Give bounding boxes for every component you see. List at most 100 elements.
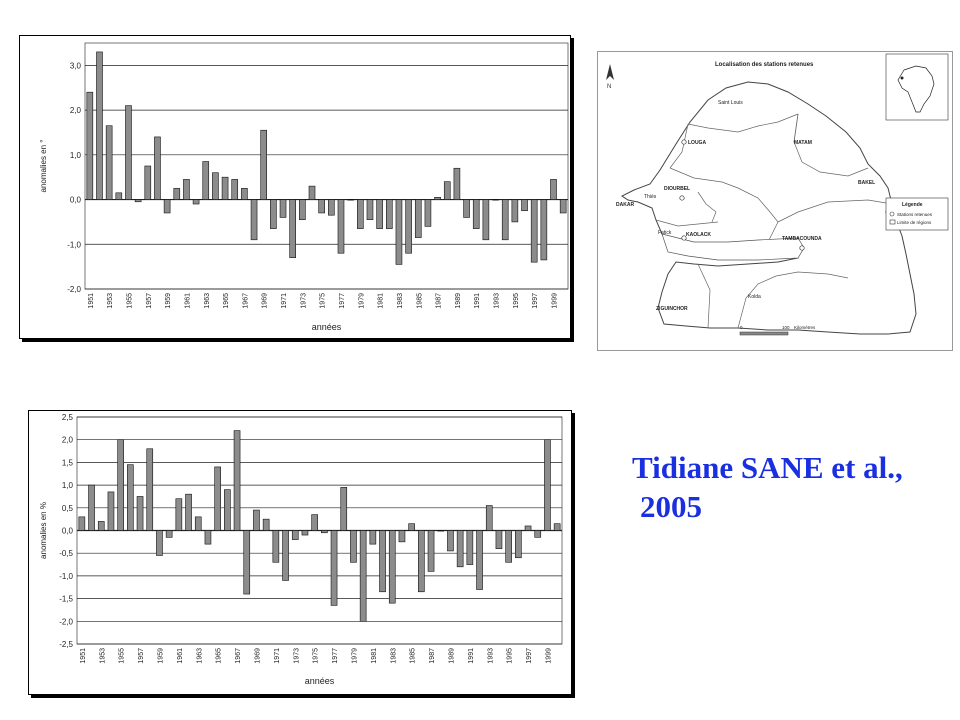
- bar: [299, 199, 306, 220]
- bar: [443, 181, 451, 200]
- x-tick-label: 1963: [204, 293, 211, 309]
- bar: [347, 199, 354, 201]
- bar: [194, 516, 202, 531]
- x-tick-label: 1995: [513, 293, 520, 309]
- bar: [515, 530, 522, 559]
- bar: [163, 199, 171, 214]
- bar: [482, 199, 490, 241]
- region-label-kaolack: KAOLACK: [686, 232, 711, 238]
- senegal-outline: [621, 81, 917, 335]
- y-axis-title: anomalies en °: [39, 139, 48, 192]
- bar: [88, 484, 95, 531]
- bar: [78, 516, 86, 531]
- map-legend: Légende Stations retenues Limite de régi…: [885, 197, 949, 231]
- x-tick-label: 1973: [300, 293, 307, 309]
- region-label-saint-louis: Saint Louis: [718, 100, 743, 106]
- bar: [472, 199, 480, 229]
- x-tick-label: 1981: [378, 293, 385, 309]
- bar: [550, 179, 557, 200]
- x-tick-label: 1977: [332, 648, 339, 664]
- bar: [530, 199, 538, 263]
- y-tick-label: 2,0: [62, 436, 74, 445]
- y-tick-label: 1,0: [62, 481, 74, 490]
- x-tick-label: 1969: [254, 648, 261, 664]
- y-tick-label: -1,0: [67, 240, 81, 249]
- bar: [359, 530, 367, 622]
- bar: [559, 199, 567, 214]
- y-tick-label: 2,5: [62, 413, 74, 422]
- x-tick-label: 1973: [293, 648, 300, 664]
- x-tick-label: 1965: [223, 293, 230, 309]
- region-label-diourbel: DIOURBEL: [664, 186, 690, 192]
- region-label-tambacounda: TAMBACOUNDA: [782, 236, 822, 242]
- region-label-louga: LOUGA: [688, 140, 706, 146]
- y-tick-label: 3,0: [70, 61, 82, 70]
- bar: [134, 199, 142, 203]
- bar: [202, 161, 210, 200]
- author-credit: Tidiane SANE et al., 2005: [632, 448, 903, 526]
- bar: [463, 199, 470, 218]
- bar: [495, 530, 503, 549]
- bar: [125, 105, 132, 200]
- x-tick-label: 1967: [242, 293, 249, 309]
- x-tick-label: 1965: [216, 648, 223, 664]
- bar: [185, 493, 192, 531]
- region-label-matam: MATAM: [794, 140, 812, 146]
- bar: [154, 136, 161, 200]
- bar: [476, 530, 483, 590]
- bar: [291, 530, 299, 540]
- x-tick-label: 1981: [371, 648, 378, 664]
- bar: [221, 176, 229, 200]
- legend-title: Légende: [902, 202, 923, 208]
- bar: [501, 199, 509, 241]
- bar: [279, 199, 287, 218]
- bar: [492, 199, 499, 201]
- x-tick-label: 1967: [235, 648, 242, 664]
- legend-item-limits: Limite de régions: [897, 220, 932, 225]
- x-tick-label: 1959: [165, 293, 172, 309]
- x-tick-label: 1955: [126, 293, 133, 309]
- bar: [366, 199, 374, 220]
- y-tick-label: 2,0: [70, 106, 82, 115]
- x-tick-label: 1995: [507, 648, 514, 664]
- bar: [127, 464, 134, 531]
- bar: [270, 199, 277, 229]
- bar: [388, 530, 396, 604]
- bar: [408, 523, 415, 531]
- y-tick-label: -1,5: [59, 595, 73, 604]
- bar: [453, 167, 461, 200]
- bar: [521, 199, 528, 212]
- bar: [144, 165, 152, 200]
- bar: [233, 430, 241, 531]
- x-tick-label: 1963: [196, 648, 203, 664]
- bar: [330, 530, 338, 606]
- temperature-anomaly-chart: -2,0 -1,0 0,0 1,0 2,0 3,0 1951 1953 1955 1957 1959…: [19, 35, 571, 339]
- y-tick-label: 0,0: [70, 196, 82, 205]
- bar: [146, 448, 154, 531]
- bar: [243, 530, 251, 595]
- x-tick-label: 1979: [351, 648, 358, 664]
- bar: [437, 530, 445, 532]
- bar: [86, 91, 94, 200]
- x-tick-label: 1971: [281, 293, 288, 309]
- x-tick-label: 1987: [429, 648, 436, 664]
- bar: [524, 525, 532, 531]
- senegal-map-svg: N Localisation des stations retenues: [606, 53, 949, 336]
- legend-item-stations: Stations retenues: [897, 212, 933, 217]
- africa-outline: [897, 65, 935, 113]
- map-scale-bar: 0 100 Kilomètres: [739, 325, 816, 336]
- bar: [250, 199, 258, 241]
- bar: [282, 530, 289, 581]
- bar: [96, 51, 103, 200]
- africa-inset: [885, 53, 949, 121]
- bar: [427, 530, 435, 572]
- bar: [156, 530, 163, 556]
- x-tick-label: 1989: [455, 293, 462, 309]
- bar: [376, 199, 383, 229]
- x-tick-label: 1953: [107, 293, 114, 309]
- x-tick-label: 1975: [320, 293, 327, 309]
- bar: [212, 172, 219, 200]
- bar: [272, 530, 280, 563]
- bar: [511, 199, 519, 223]
- bar: [289, 199, 296, 258]
